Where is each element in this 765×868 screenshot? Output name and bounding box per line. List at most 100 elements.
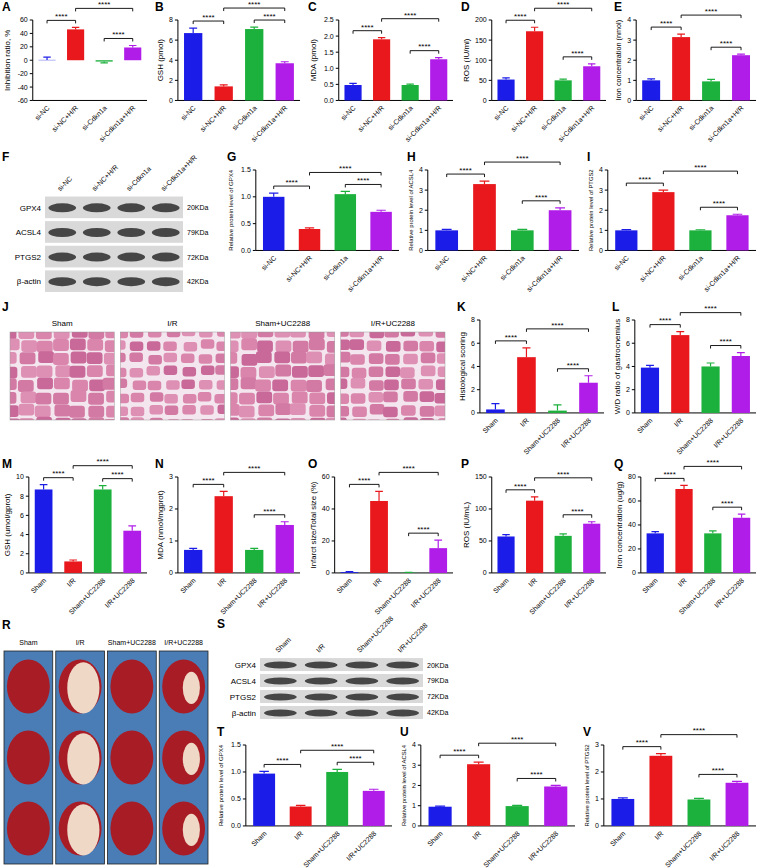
error-cap xyxy=(622,229,632,230)
muscle-fiber xyxy=(120,406,128,416)
y-tick-label: 0.0 xyxy=(324,97,334,104)
error-cap xyxy=(259,771,268,772)
error-cap xyxy=(732,781,742,782)
x-tick-label: si-Cdkn1a+H/R xyxy=(98,104,137,143)
x-tick-label: si-Cdkn1a xyxy=(540,104,567,131)
muscle-fiber xyxy=(420,418,435,420)
error-bar xyxy=(622,229,632,231)
y-tick-label: 1.5 xyxy=(324,49,334,56)
x-tick-label: si-NC+H/R xyxy=(199,104,228,133)
y-tick-label: 40 xyxy=(20,30,28,37)
error-cap xyxy=(512,805,522,806)
muscle-fiber xyxy=(341,352,351,363)
bar-chart-panel: OInfarct size/Total size (%)0204060ShamI… xyxy=(308,457,453,616)
x-tick-label: Sham xyxy=(335,577,353,595)
y-tick-label: 1.5 xyxy=(231,741,241,748)
muscle-fiber xyxy=(306,351,322,363)
bar xyxy=(299,229,320,250)
y-tick-label: 2 xyxy=(169,77,173,84)
muscle-fiber xyxy=(19,418,35,420)
muscle-fiber xyxy=(201,365,215,375)
error-bar xyxy=(732,781,742,782)
panel-letter: I xyxy=(587,150,590,164)
bar xyxy=(35,489,53,572)
blot-band xyxy=(264,662,297,669)
significance-label: **** xyxy=(453,747,465,756)
bar-chart-panel: KHistological scoring02468ShamI/RSham+UC… xyxy=(457,300,604,456)
bar xyxy=(583,524,600,573)
bar xyxy=(497,536,514,572)
marks xyxy=(611,754,748,826)
y-axis xyxy=(177,477,178,573)
error-bar xyxy=(435,58,442,60)
muscle-fiber xyxy=(70,366,86,378)
marks xyxy=(38,27,141,63)
bar xyxy=(675,489,692,573)
y-tick-label: 0 xyxy=(626,409,630,416)
muscle-fiber xyxy=(256,391,272,403)
muscle-fiber xyxy=(231,366,239,378)
blot-strip xyxy=(260,690,423,703)
y-tick-label: 1.0 xyxy=(241,193,251,200)
error-cap xyxy=(694,798,704,799)
y-tick-label: 2 xyxy=(595,768,599,775)
muscle-fiber xyxy=(217,332,224,337)
muscle-fiber xyxy=(105,340,114,352)
muscle-fiber xyxy=(183,394,197,404)
muscle-fiber xyxy=(36,417,52,420)
y-axis-title: ROS (IU/ml) xyxy=(462,38,471,82)
x-tick-label: si-Cdkn1a+H/R xyxy=(706,104,745,143)
y-tick-label: 1.0 xyxy=(324,65,334,72)
muscle-fiber xyxy=(214,394,224,404)
he-image xyxy=(120,332,224,420)
significance-label: **** xyxy=(514,12,526,21)
muscle-fiber xyxy=(341,406,349,417)
blot-band xyxy=(305,694,338,701)
bar xyxy=(726,215,748,250)
x-tick-label: si-NC+H/R xyxy=(284,254,313,283)
image-ground xyxy=(159,651,208,864)
muscle-fiber xyxy=(54,332,70,339)
error-cap xyxy=(656,753,666,754)
y-tick-label: -40 xyxy=(18,84,28,91)
muscle-fiber xyxy=(217,380,225,390)
bar xyxy=(486,409,505,412)
y-axis-title: MDA (pmol) xyxy=(309,39,318,82)
bar-chart-panel: TRelative protein level of GPX40.00.51.0… xyxy=(217,725,392,868)
y-tick-label: 0 xyxy=(471,409,475,416)
blot-band xyxy=(117,253,145,262)
brain-slice xyxy=(7,731,50,785)
error-cap xyxy=(40,484,48,485)
y-tick-label: -20 xyxy=(18,70,28,77)
y-axis xyxy=(177,20,178,100)
error-bar xyxy=(647,79,655,80)
significance-label: **** xyxy=(535,193,547,202)
muscle-fiber xyxy=(36,332,52,339)
x-tick-label: Sham+UC2288 xyxy=(67,577,106,616)
x-tick-label: si-NC+H/R xyxy=(51,104,80,133)
blot-band xyxy=(264,709,297,716)
y-tick-label: 2 xyxy=(169,505,173,512)
bar xyxy=(579,383,598,413)
y-tick-label: 2 xyxy=(626,386,630,393)
error-bar xyxy=(442,229,452,230)
muscle-fiber xyxy=(273,393,289,405)
error-bar xyxy=(559,534,566,536)
blot-band xyxy=(346,694,379,701)
blot-band xyxy=(264,694,297,701)
muscle-fiber xyxy=(21,366,37,378)
y-tick-label: 0 xyxy=(326,569,330,576)
bar xyxy=(430,59,447,100)
x-tick-label: si-NC xyxy=(260,254,277,271)
y-tick-label: 20 xyxy=(322,537,330,544)
error-cap xyxy=(250,26,258,27)
error-cap xyxy=(676,331,684,332)
error-bar xyxy=(72,27,79,29)
y-axis-title: Relative protein level of PTGS2 xyxy=(588,169,594,251)
he-image xyxy=(10,332,114,420)
error-bar xyxy=(369,789,378,791)
blot-band xyxy=(152,253,180,262)
bar xyxy=(688,799,711,825)
error-stem xyxy=(132,526,133,531)
marks xyxy=(497,27,600,100)
